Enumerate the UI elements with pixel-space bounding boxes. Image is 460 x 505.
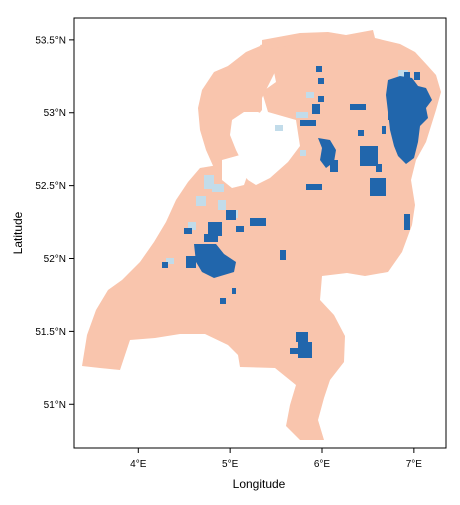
dark-water-cell (290, 348, 298, 354)
dark-water-cell (162, 262, 168, 268)
markermeer-water (222, 155, 250, 188)
x-axis-label: Longitude (233, 477, 286, 491)
light-water-cell (296, 112, 308, 118)
island-vlieland (228, 55, 252, 70)
dark-water-cell (388, 112, 394, 120)
x-tick-label: 6°E (314, 459, 331, 470)
dark-water-cell (280, 250, 286, 260)
dark-water-cell (204, 234, 218, 242)
dark-water-cell (370, 178, 386, 196)
y-axis: 51°N 51.5°N 52°N 52.5°N 53°N 53.5°N (35, 35, 74, 411)
dark-water-cell (236, 226, 244, 232)
dark-water-cell (404, 214, 410, 230)
dark-water-cell (350, 104, 366, 110)
dark-water-cell (208, 222, 222, 236)
dark-water-cell (318, 96, 324, 102)
island-texel (210, 72, 224, 100)
light-water-cell (300, 150, 306, 156)
y-tick-label: 53°N (44, 108, 66, 119)
dark-water-cell (300, 120, 316, 126)
dark-water-cell (184, 228, 192, 234)
light-water-cell (196, 196, 206, 206)
dark-water-cell (358, 130, 364, 136)
x-tick-label: 4°E (130, 459, 147, 470)
dark-water-region (386, 76, 432, 164)
dark-water-region (194, 244, 236, 278)
plot-frame (73, 17, 447, 449)
light-water-cells (166, 70, 408, 264)
dark-water-cell (306, 184, 322, 190)
y-tick-label: 52°N (44, 254, 66, 265)
dark-water-cell (232, 288, 236, 294)
dark-water-cells (162, 66, 432, 358)
light-water-cell (398, 70, 408, 78)
dark-water-cell (330, 160, 338, 172)
dark-water-cell (250, 218, 266, 226)
dark-water-cell (220, 298, 226, 304)
island-terschelling (260, 40, 288, 50)
x-tick-label: 7°E (406, 459, 423, 470)
light-water-cell (166, 258, 174, 264)
dark-water-cell (186, 256, 196, 268)
y-axis-label: Latitude (11, 211, 25, 254)
dark-water-cell (404, 72, 410, 78)
y-tick-label: 51.5°N (35, 327, 66, 338)
dark-water-cell (312, 104, 320, 114)
land-raster (82, 30, 441, 440)
light-water-cell (212, 184, 224, 192)
dark-water-cell (318, 78, 324, 84)
y-tick-label: 51°N (44, 400, 66, 411)
dark-water-cell (360, 146, 378, 166)
dark-water-cell (298, 342, 312, 358)
x-axis: 4°E 5°E 6°E 7°E (130, 448, 422, 470)
dark-water-cell (316, 66, 322, 72)
light-water-cell (306, 92, 314, 98)
light-water-cell (204, 175, 214, 189)
y-tick-label: 53.5°N (35, 35, 66, 46)
dark-water-cell (296, 332, 308, 342)
light-water-cell (188, 222, 196, 230)
dark-water-cell (382, 126, 386, 134)
dark-water-cell (376, 164, 382, 172)
land-mainland (82, 30, 441, 440)
light-water-cell (218, 200, 226, 210)
y-tick-label: 52.5°N (35, 181, 66, 192)
dark-water-cell (414, 72, 420, 80)
x-tick-label: 5°E (222, 459, 239, 470)
light-water-cell (275, 125, 283, 131)
dark-water-cell (226, 210, 236, 220)
